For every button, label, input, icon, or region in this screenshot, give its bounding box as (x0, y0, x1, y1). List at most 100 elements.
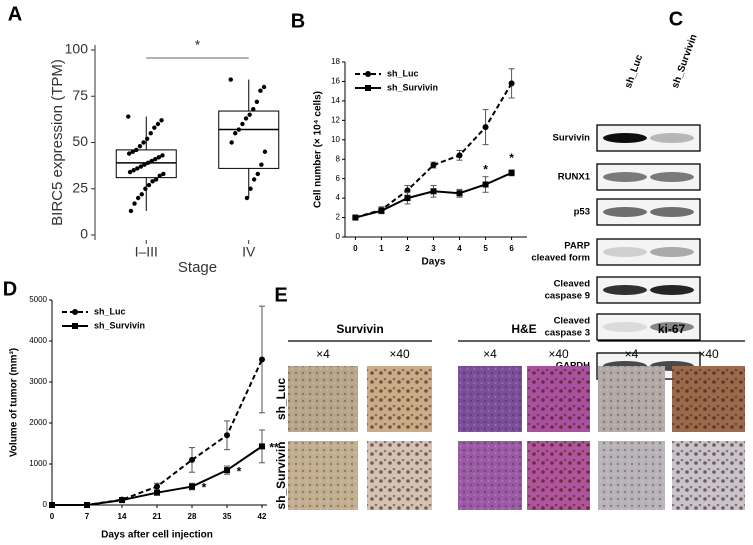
point (244, 195, 250, 201)
micrograph-texture (527, 366, 590, 432)
y-tick-label: 5000 (29, 295, 47, 304)
panel-letter: C (669, 8, 683, 30)
micrograph-texture (598, 366, 665, 432)
blot-band (650, 133, 694, 143)
point (127, 169, 133, 175)
data-point (189, 456, 195, 463)
legend-label: sh_Survivin (387, 82, 438, 92)
data-point (378, 207, 385, 214)
data-point (456, 190, 463, 197)
row-label: sh_Survivin (274, 441, 288, 509)
point (261, 84, 267, 90)
point (144, 136, 150, 141)
y-tick-label: 0 (336, 232, 341, 241)
blot-band (650, 207, 694, 217)
blot-band (603, 133, 647, 143)
row-label: caspase 9 (545, 291, 590, 302)
point (126, 114, 131, 119)
blot-band (603, 322, 647, 332)
micrograph-texture (458, 366, 522, 432)
y-tick-label: 6 (336, 174, 341, 183)
row-label: caspase 3 (545, 328, 590, 339)
point (153, 177, 159, 182)
micrograph-texture (288, 441, 358, 510)
data-point (482, 124, 489, 131)
x-axis-label: Days (422, 257, 446, 268)
y-tick-label: 4 (336, 193, 341, 202)
y-tick-label: 4000 (29, 336, 47, 345)
point (236, 127, 242, 132)
x-axis-label: Days after cell injection (101, 530, 213, 541)
legend-label: sh_Luc (94, 306, 126, 316)
point (128, 208, 134, 214)
row-label: Cleaved (554, 279, 591, 290)
y-tick-label: 0 (43, 500, 48, 509)
y-tick-label: 12 (331, 115, 340, 124)
y-tick-label: 2000 (29, 418, 47, 427)
x-tick-label: 42 (258, 512, 267, 521)
row-label: Survivin (553, 133, 591, 144)
magnification: ×40 (389, 347, 410, 361)
point (262, 149, 268, 154)
magnification: ×4 (483, 347, 497, 361)
point (161, 171, 166, 177)
x-tick-label: 14 (118, 512, 127, 521)
point (156, 155, 162, 160)
legend-marker (365, 71, 371, 77)
point (159, 118, 164, 123)
point (149, 158, 154, 164)
lane-label: sh_Survivin (670, 33, 700, 90)
y-tick-label: 16 (331, 77, 340, 86)
micrograph-texture (288, 366, 358, 432)
point (137, 144, 143, 149)
point (145, 160, 151, 166)
y-tick-label: 14 (331, 96, 340, 105)
y-tick-label: 3000 (29, 377, 47, 386)
micrograph-texture (458, 441, 522, 510)
point (126, 151, 132, 156)
point (251, 107, 256, 112)
blot-band (650, 247, 694, 257)
row-label: cleaved form (531, 253, 590, 264)
x-tick-label: I–III (135, 244, 158, 260)
row-label: Cleaved (554, 316, 591, 327)
row-label: sh_Luc (274, 378, 288, 420)
annotation: ** (269, 441, 279, 455)
data-point (154, 489, 160, 496)
annotation: * (509, 151, 514, 165)
point (152, 125, 157, 130)
point (251, 177, 257, 182)
point (135, 166, 140, 171)
box (218, 110, 280, 169)
point (142, 162, 147, 167)
legend-marker (72, 309, 78, 315)
data-point (430, 188, 437, 195)
point (139, 192, 144, 197)
point (134, 147, 139, 153)
point (240, 121, 245, 127)
series-line (52, 445, 263, 506)
x-tick-label: 0 (50, 512, 55, 521)
point (243, 116, 249, 121)
blot-band (603, 247, 647, 257)
point (233, 131, 238, 136)
annotation: * (202, 481, 207, 495)
data-point (259, 443, 265, 450)
legend-label: sh_Luc (387, 68, 419, 78)
point (155, 121, 161, 127)
x-tick-label: 3 (431, 244, 436, 253)
x-tick-label: 6 (509, 244, 514, 253)
blot-band (603, 207, 647, 217)
y-tick-label: 75 (72, 87, 88, 103)
point (130, 149, 135, 154)
stain-header: Survivin (336, 322, 383, 336)
row-label: RUNX1 (558, 172, 591, 183)
y-axis-label: Volume of tumor (mm³) (9, 348, 20, 457)
data-point (224, 432, 230, 439)
micrograph-texture (672, 441, 745, 510)
point (143, 186, 148, 191)
blot-band (650, 322, 694, 332)
data-point (456, 152, 463, 159)
x-tick-label: 4 (457, 244, 462, 253)
point (138, 164, 144, 169)
